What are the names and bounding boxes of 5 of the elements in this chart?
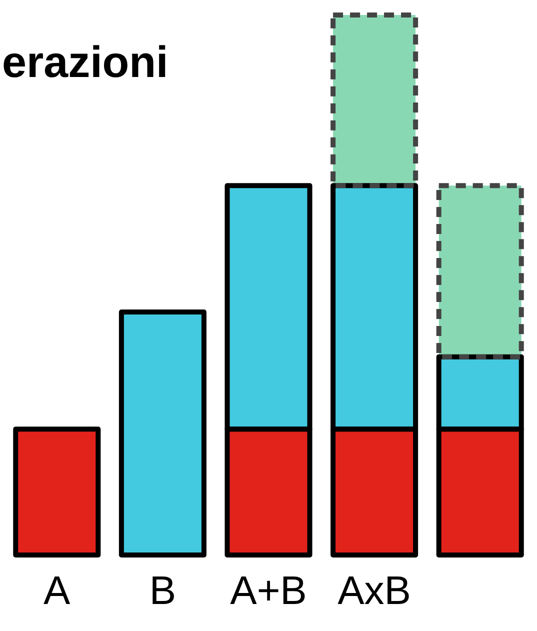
x-tick-label: AxB [338, 569, 411, 614]
text: erazioni [2, 38, 168, 88]
x-tick-label: B [149, 569, 176, 614]
x-tick-label: A [44, 569, 71, 614]
x-tick-label: A+B [230, 569, 307, 614]
